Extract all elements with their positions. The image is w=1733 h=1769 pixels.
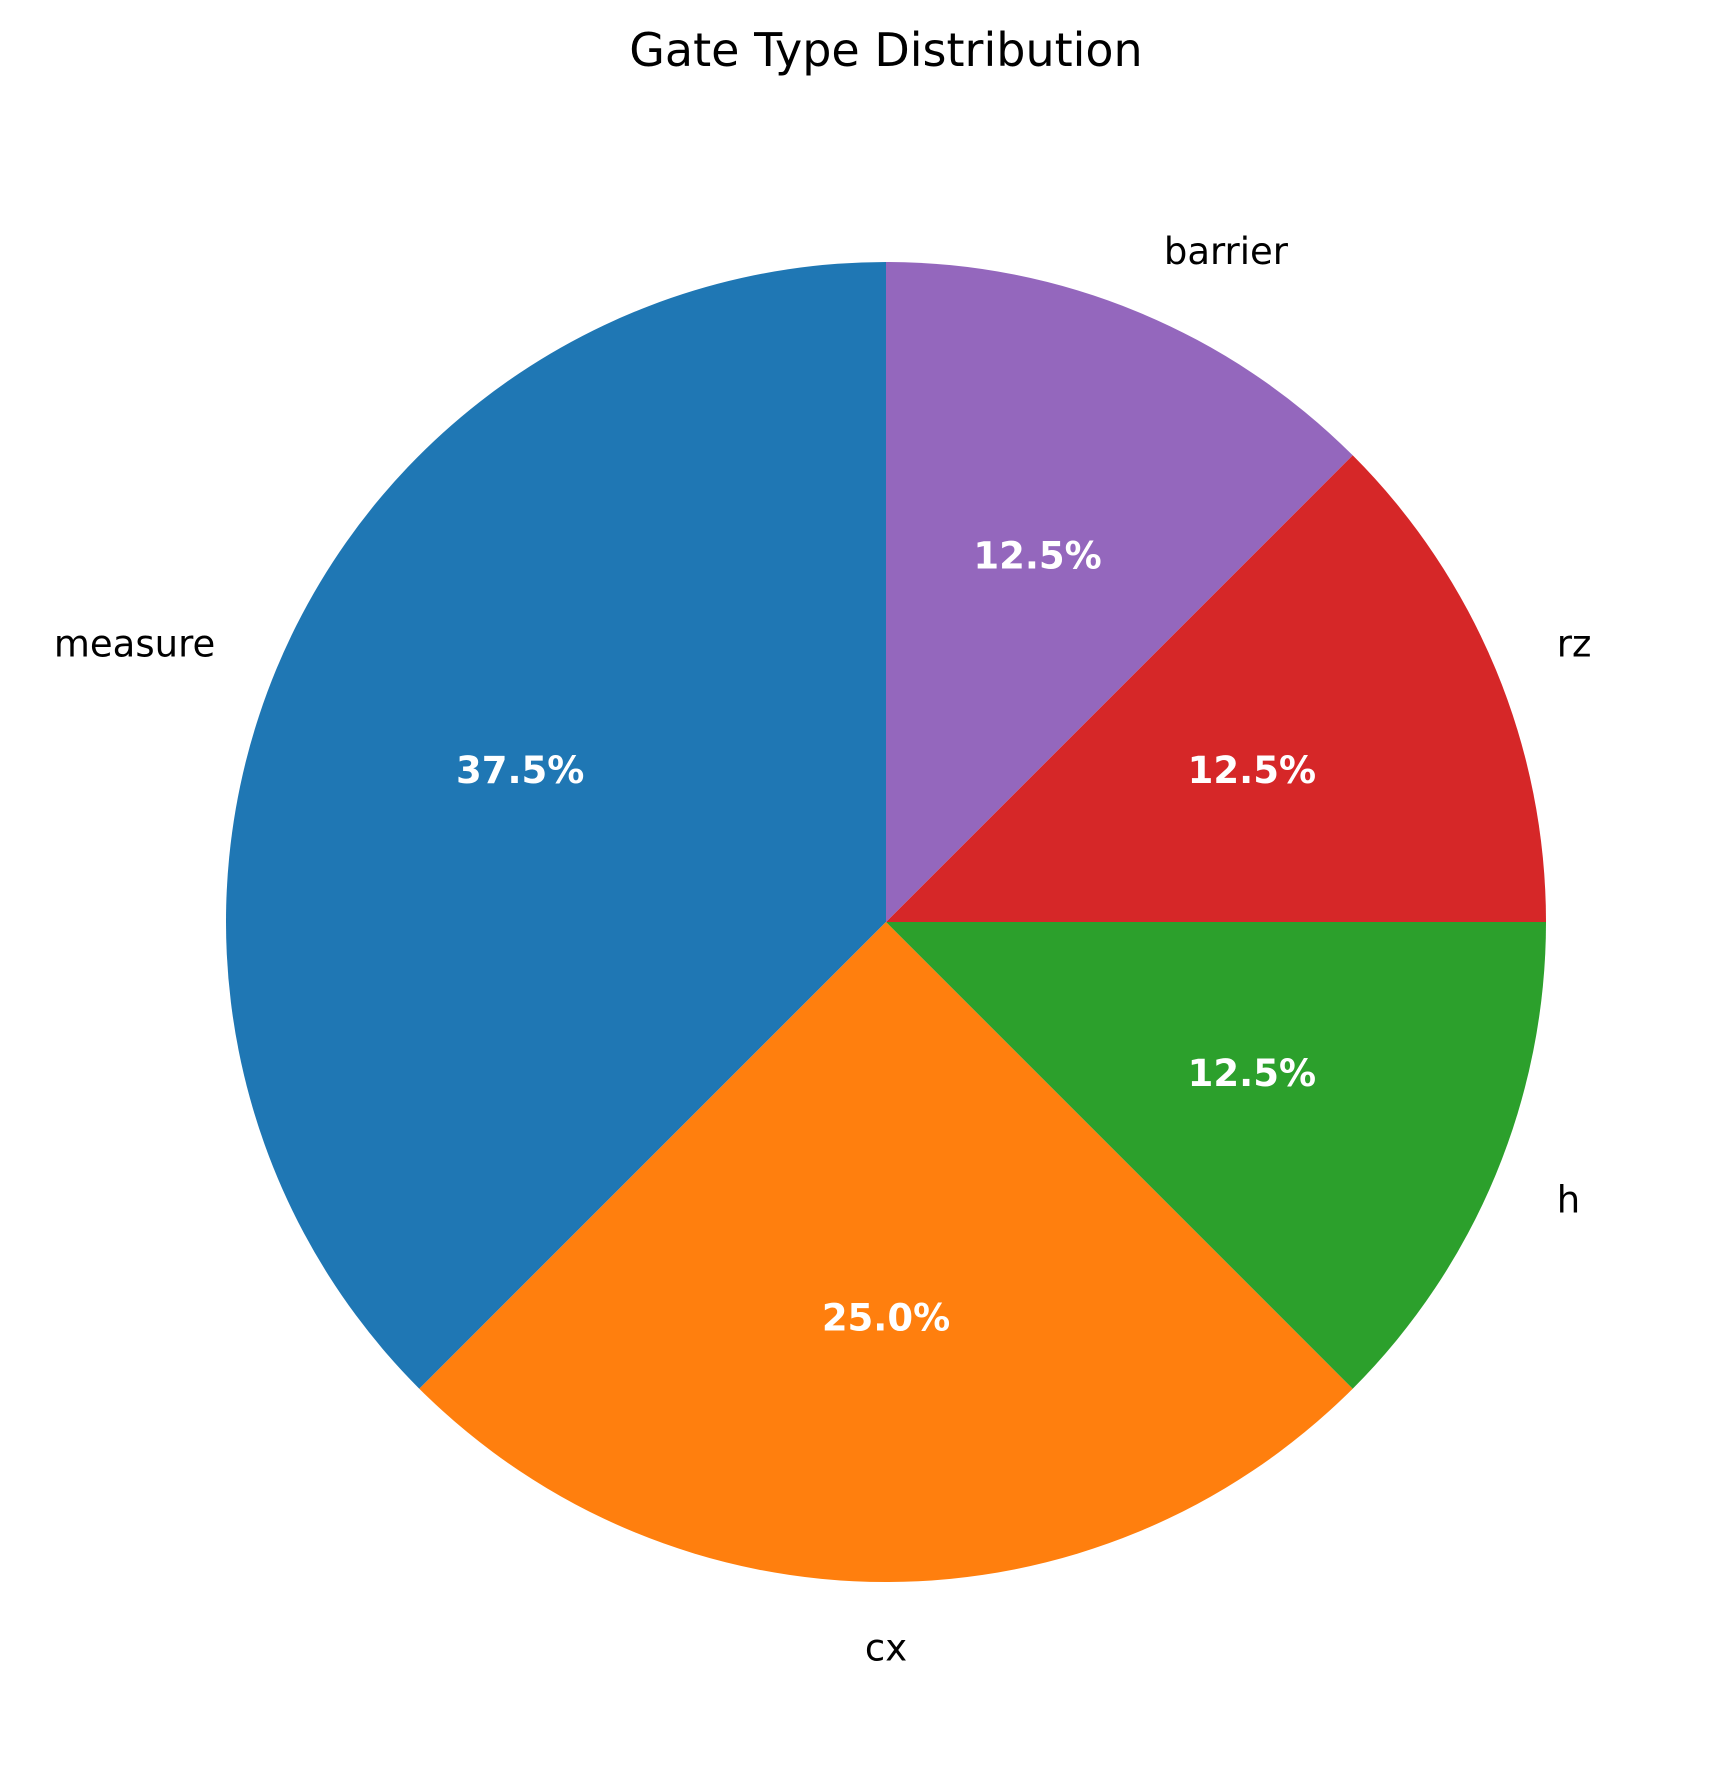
pie-category-label-h: h bbox=[1557, 1178, 1580, 1221]
pie-pct-label-h: 12.5% bbox=[1188, 1052, 1316, 1095]
pie-slice-rz bbox=[886, 455, 1546, 922]
pie-category-label-measure: measure bbox=[54, 623, 215, 666]
pie-slice-h bbox=[886, 922, 1547, 1389]
pie-pct-label-cx: 25.0% bbox=[822, 1297, 950, 1340]
pie-pct-label-measure: 37.5% bbox=[456, 749, 584, 792]
pie-category-label-cx: cx bbox=[865, 1627, 907, 1670]
pie-slice-barrier bbox=[886, 262, 1353, 922]
chart-title: Gate Type Distribution bbox=[629, 23, 1142, 77]
pie-slice-measure bbox=[226, 262, 886, 1389]
pie-slices bbox=[226, 262, 1547, 1582]
pie-labels: 37.5% measure 25.0% cx 12.5% h 12.5% rz 12.5% bar… bbox=[54, 230, 1591, 1670]
pie-pct-label-barrier: 12.5% bbox=[973, 535, 1101, 578]
pie-pct-label-rz: 12.5% bbox=[1188, 749, 1316, 792]
pie-category-label-rz: rz bbox=[1557, 623, 1592, 666]
pie-category-label-barrier: barrier bbox=[1164, 230, 1289, 273]
pie-slice-cx bbox=[419, 922, 1353, 1582]
